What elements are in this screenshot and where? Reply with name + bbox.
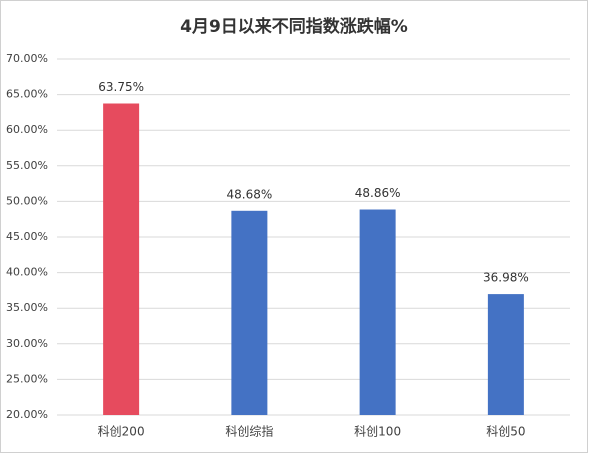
y-tick-label: 55.00%	[6, 159, 48, 172]
x-tick-label: 科创100	[354, 425, 401, 439]
bar	[487, 294, 524, 415]
x-tick-label: 科创综指	[225, 424, 273, 439]
data-label: 48.68%	[226, 187, 272, 201]
y-tick-label: 60.00%	[6, 123, 48, 136]
bar	[231, 210, 268, 415]
x-tick-label: 科创50	[486, 425, 525, 439]
y-tick-label: 35.00%	[6, 301, 48, 314]
bar	[103, 103, 140, 415]
bar	[359, 209, 396, 415]
y-tick-label: 65.00%	[6, 88, 48, 101]
y-tick-label: 70.00%	[6, 52, 48, 65]
y-tick-label: 30.00%	[6, 337, 48, 350]
y-tick-label: 40.00%	[6, 266, 48, 279]
x-tick-label: 科创200	[98, 425, 145, 439]
chart-title: 4月9日以来不同指数涨跌幅%	[180, 16, 408, 37]
y-tick-label: 25.00%	[6, 372, 48, 385]
data-label: 63.75%	[98, 80, 144, 94]
y-tick-label: 20.00%	[6, 408, 48, 421]
data-label: 48.86%	[355, 186, 401, 200]
y-tick-label: 45.00%	[6, 230, 48, 243]
y-tick-label: 50.00%	[6, 194, 48, 207]
data-label: 36.98%	[483, 271, 529, 285]
